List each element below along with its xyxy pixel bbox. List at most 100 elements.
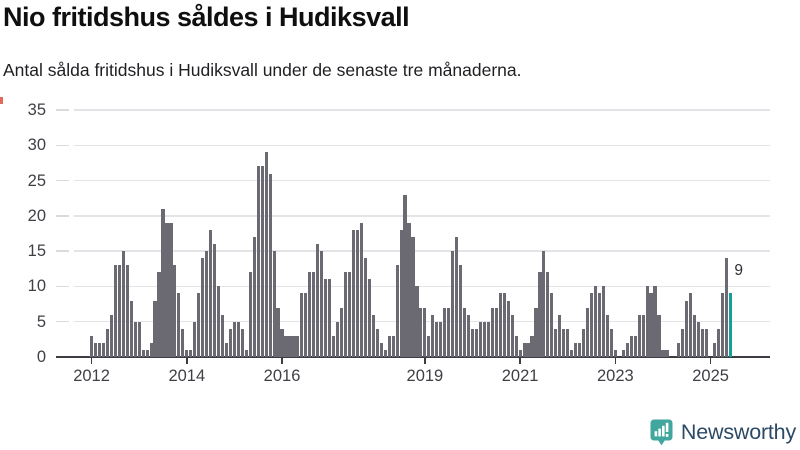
- gridline: [74, 109, 770, 111]
- gridline: [74, 215, 770, 217]
- bar: [324, 279, 328, 357]
- bar: [447, 307, 451, 357]
- bar: [633, 335, 637, 357]
- x-axis-tick: [186, 357, 188, 364]
- bar: [649, 293, 653, 357]
- bar: [609, 328, 613, 357]
- bar: [593, 286, 598, 357]
- bar: [526, 342, 530, 357]
- bar: [681, 328, 685, 357]
- bar: [490, 307, 494, 357]
- bar: [90, 335, 94, 357]
- bar: [256, 166, 260, 357]
- bar: [486, 321, 490, 357]
- bar: [141, 349, 145, 357]
- bar: [403, 194, 407, 357]
- bar: [177, 293, 181, 357]
- bar: [645, 286, 649, 357]
- bar: [161, 208, 165, 357]
- bar: [419, 307, 423, 357]
- bar: [677, 342, 681, 357]
- bar: [613, 349, 617, 357]
- bar: [478, 321, 482, 357]
- bar: [562, 328, 566, 357]
- bar: [339, 307, 344, 357]
- bar: [109, 314, 113, 357]
- x-axis-label: 2021: [501, 367, 539, 385]
- bar: [236, 321, 240, 357]
- bar: [589, 293, 594, 357]
- bar: [252, 237, 256, 357]
- bar: [415, 286, 419, 357]
- bar: [466, 314, 471, 357]
- x-axis-label: 2016: [263, 367, 301, 385]
- bar: [220, 314, 225, 357]
- bar: [685, 300, 689, 357]
- y-axis-label: 10: [27, 277, 46, 296]
- bar: [312, 272, 316, 357]
- bar: [427, 335, 431, 357]
- bar: [336, 321, 340, 357]
- speech-bubble-shape: [650, 419, 673, 445]
- bar: [625, 342, 629, 357]
- bar: [657, 314, 661, 357]
- mini-bar-3: [661, 425, 665, 436]
- bar: [137, 321, 141, 357]
- bar: [629, 335, 633, 357]
- bar: [332, 335, 336, 357]
- bar: [328, 279, 332, 357]
- bar: [343, 272, 348, 357]
- y-axis-tick: [56, 250, 69, 252]
- bar: [117, 265, 121, 357]
- bar: [165, 222, 169, 357]
- bar: [558, 314, 562, 357]
- bar: [570, 349, 574, 357]
- bar: [300, 293, 304, 357]
- bar: [201, 258, 205, 357]
- bar: [367, 279, 371, 357]
- bar: [276, 307, 280, 357]
- newsworthy-wordmark: Newsworthy: [680, 419, 796, 444]
- bar: [347, 272, 352, 357]
- bar: [474, 328, 479, 357]
- bar: [181, 328, 185, 357]
- bar: [209, 229, 213, 357]
- bar: [451, 251, 455, 357]
- bar: [431, 314, 435, 357]
- bar: [260, 166, 264, 357]
- y-axis-label: 5: [36, 312, 46, 331]
- x-axis-label: 2019: [406, 367, 444, 385]
- bar: [121, 251, 125, 357]
- bar: [597, 293, 602, 357]
- x-axis-tick: [281, 357, 283, 364]
- bar: [169, 222, 173, 357]
- exclamation-dot: [665, 433, 669, 437]
- y-axis-label: 35: [27, 101, 46, 119]
- edge-artifact: [0, 97, 3, 104]
- bar: [693, 314, 697, 357]
- bar: [248, 272, 252, 357]
- bar: [462, 307, 467, 357]
- bar: [105, 328, 109, 357]
- bar: [97, 342, 102, 357]
- bar: [228, 328, 233, 357]
- bar: [213, 244, 217, 357]
- bar: [653, 286, 657, 357]
- bar: [185, 349, 189, 357]
- bar: [601, 286, 605, 357]
- bar: [665, 349, 669, 357]
- bar: [586, 307, 590, 357]
- bar: [566, 328, 570, 357]
- bar: [371, 314, 375, 357]
- bar: [308, 272, 312, 357]
- bar: [399, 229, 403, 357]
- bar: [574, 342, 578, 357]
- bar: [530, 335, 534, 357]
- bar: [538, 272, 542, 357]
- bar: [355, 229, 359, 357]
- bar: [113, 265, 117, 357]
- bar: [701, 328, 705, 357]
- bar: [506, 300, 510, 357]
- bar: [443, 307, 447, 357]
- bar: [129, 300, 133, 357]
